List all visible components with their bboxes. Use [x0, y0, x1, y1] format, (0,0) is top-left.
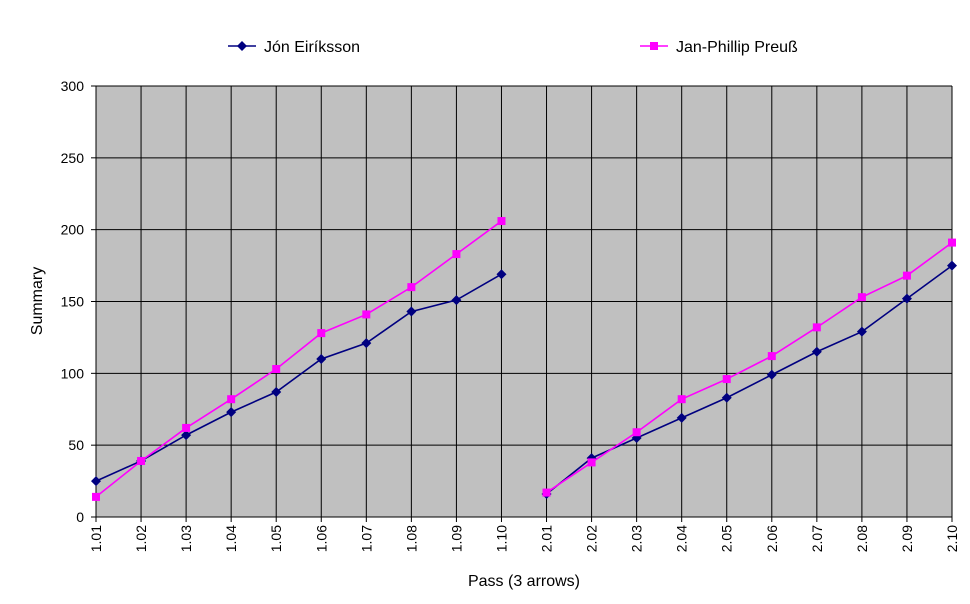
square-marker — [362, 310, 371, 319]
series-square — [92, 217, 956, 501]
diamond-marker — [496, 269, 507, 280]
y-axis-title: Summary — [29, 267, 46, 335]
x-tick-label: 1.02 — [133, 525, 149, 552]
x-tick-label: 1.08 — [403, 525, 419, 552]
legend-label: Jón Eiríksson — [264, 39, 360, 56]
diamond-marker — [316, 353, 327, 364]
square-marker — [812, 323, 821, 332]
y-tick-label: 150 — [61, 294, 85, 310]
square-marker — [587, 458, 596, 467]
square-marker — [767, 352, 776, 361]
series-line — [546, 241, 953, 494]
x-tick-label: 1.05 — [268, 525, 284, 552]
legend: Jón Eiríksson Jan-Phillip Preuß — [228, 39, 798, 56]
diamond-marker — [271, 387, 282, 398]
square-marker — [497, 217, 506, 226]
diamond-marker — [766, 369, 777, 380]
diamond-marker — [811, 346, 822, 357]
square-marker — [317, 329, 326, 338]
square-marker — [542, 488, 551, 497]
y-tick-label: 300 — [61, 78, 85, 94]
y-tick-labels: 0 50 100 150 200 250 300 — [61, 78, 85, 525]
square-marker — [722, 375, 731, 384]
y-tick-label: 200 — [61, 222, 85, 238]
x-tick-label: 2.03 — [629, 525, 645, 552]
square-marker — [857, 293, 866, 302]
diamond-marker — [226, 407, 237, 418]
x-tick-label: 1.06 — [313, 525, 329, 552]
square-marker — [902, 271, 911, 280]
square-marker — [948, 238, 956, 247]
x-tick-label: 2.06 — [764, 525, 780, 552]
x-axis-title: Pass (3 arrows) — [468, 573, 580, 590]
square-marker — [632, 428, 641, 437]
square-marker — [272, 365, 281, 374]
square-marker — [677, 395, 686, 404]
x-tick-label: 2.01 — [539, 525, 555, 552]
gridlines — [95, 85, 953, 518]
square-marker — [137, 456, 146, 465]
x-tick-label: 2.07 — [809, 525, 825, 552]
series-line — [95, 273, 502, 482]
diamond-marker — [181, 430, 192, 441]
y-tick-label: 50 — [68, 437, 84, 453]
x-tick-label: 2.02 — [584, 525, 600, 552]
x-tick-label: 1.10 — [493, 525, 509, 552]
x-tick-label: 1.09 — [448, 525, 464, 552]
x-tick-label: 1.03 — [178, 525, 194, 552]
diamond-marker — [91, 476, 101, 487]
series-group — [91, 217, 957, 501]
diamond-marker — [406, 306, 417, 317]
legend-label: Jan-Phillip Preuß — [676, 39, 798, 56]
x-tick-label: 1.04 — [223, 525, 239, 552]
diamond-marker — [676, 412, 687, 423]
x-tick-labels: 1.01 1.02 1.03 1.04 1.05 1.06 1.07 1.08 1.09 1.10… — [88, 525, 960, 552]
diamond-marker — [947, 260, 957, 271]
series-line — [95, 220, 502, 498]
x-tick-label: 2.05 — [719, 525, 735, 552]
diamond-marker — [451, 295, 462, 306]
square-marker — [650, 42, 658, 50]
diamond-marker — [856, 326, 867, 337]
diamond-marker — [237, 41, 247, 51]
x-tick-label: 2.08 — [854, 525, 870, 552]
y-tick-label: 250 — [61, 150, 85, 166]
diamond-marker — [361, 338, 372, 349]
square-marker — [407, 283, 416, 292]
square-marker — [92, 492, 100, 501]
square-marker — [182, 423, 191, 432]
x-tick-label: 1.07 — [358, 525, 374, 552]
axes — [91, 85, 953, 522]
x-tick-label: 2.04 — [674, 525, 690, 552]
x-tick-label: 2.10 — [944, 525, 960, 552]
square-marker — [452, 250, 461, 259]
diamond-marker — [901, 293, 912, 304]
y-tick-label: 100 — [61, 365, 85, 381]
y-tick-label: 0 — [76, 509, 84, 525]
x-tick-label: 2.09 — [899, 525, 915, 552]
square-marker — [227, 395, 236, 404]
diamond-marker — [721, 392, 732, 403]
x-tick-label: 1.01 — [88, 525, 104, 552]
